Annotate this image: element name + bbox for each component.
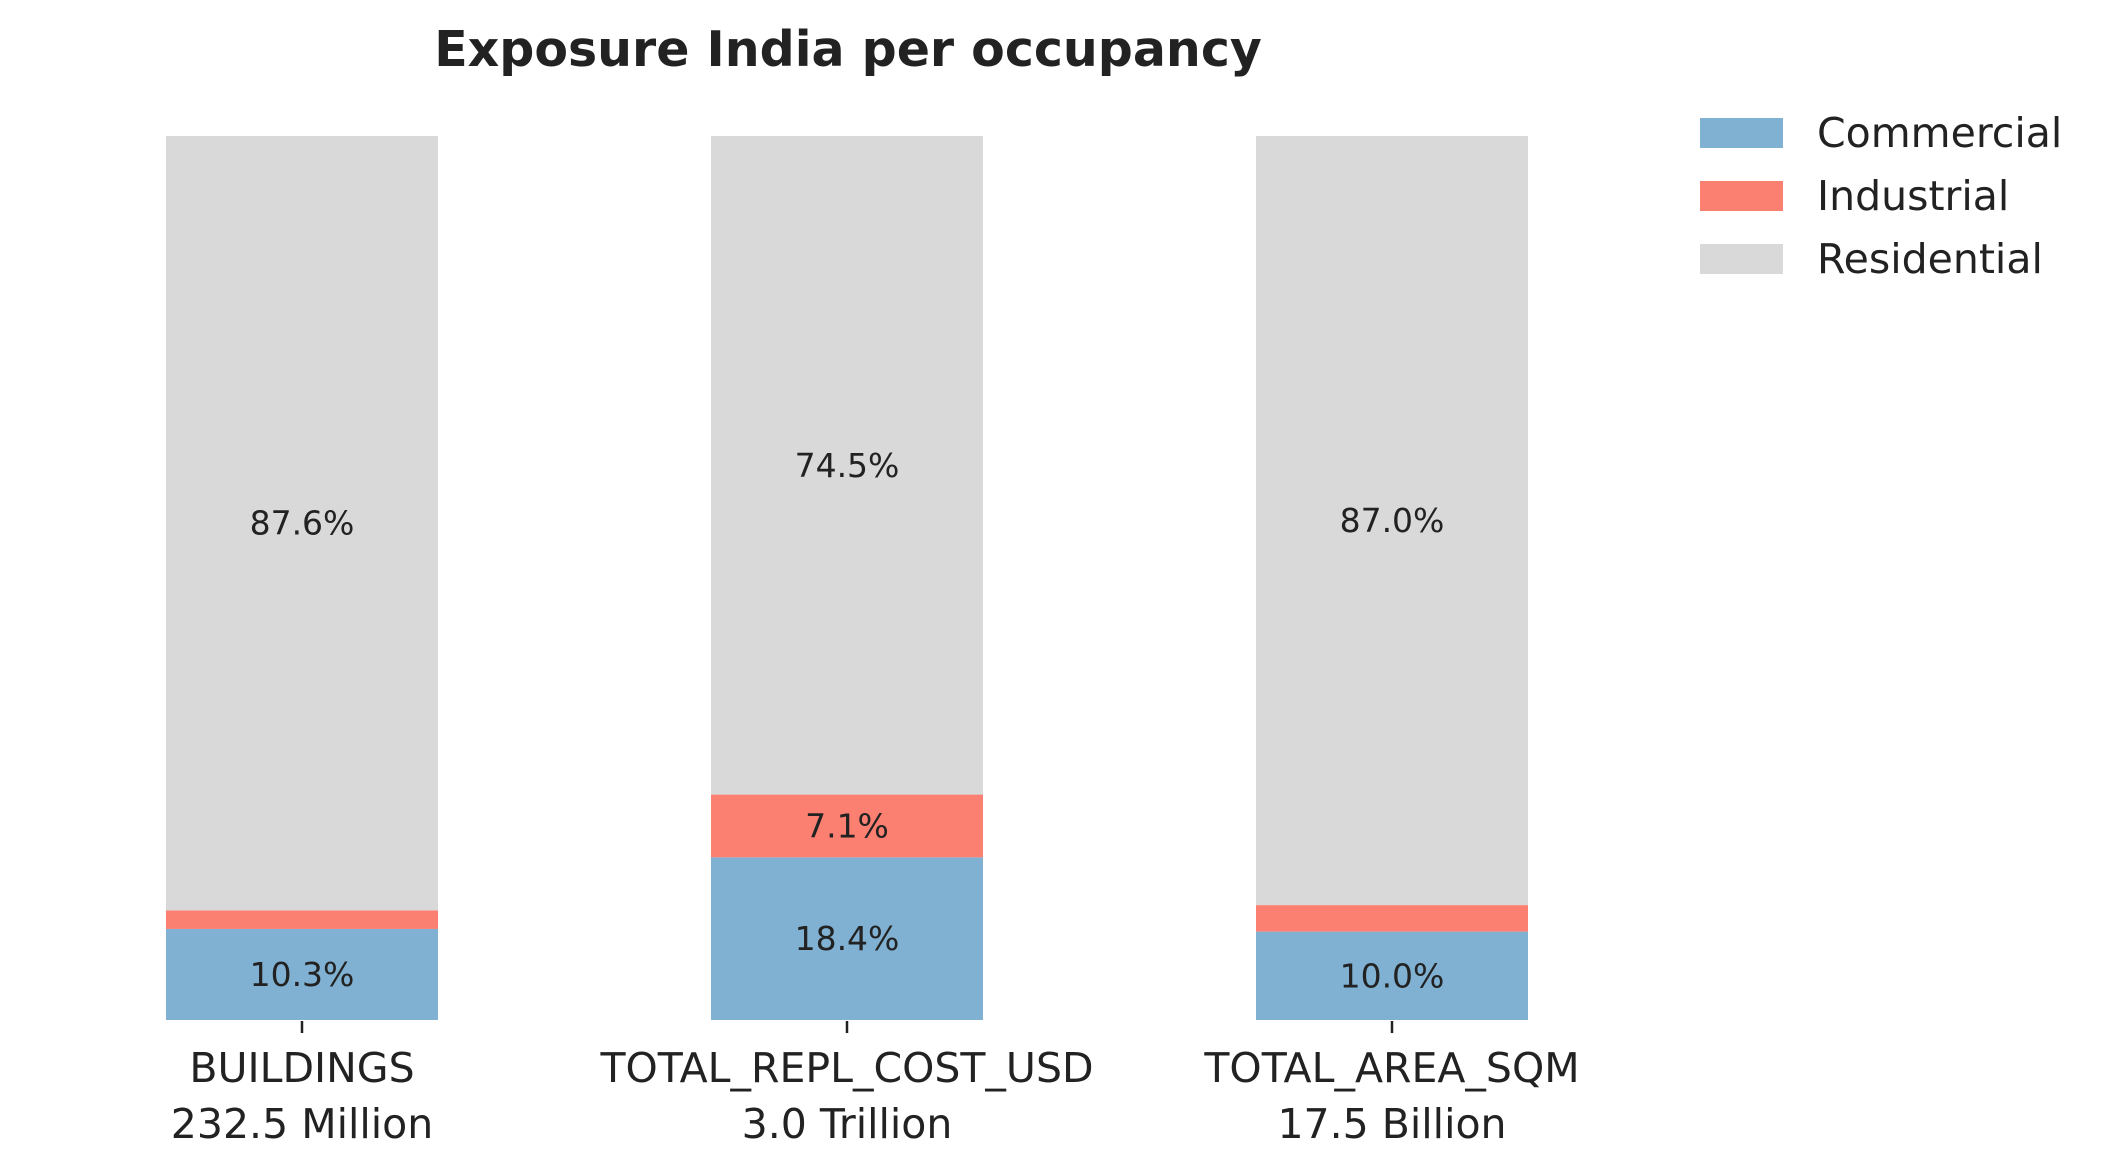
bar-total-area-sqm-industrial [1256, 905, 1528, 932]
bars-layer [166, 136, 1528, 1020]
bar-total-area-sqm-commercial [1256, 931, 1528, 1020]
x-tick-label-total-area-sqm: TOTAL_AREA_SQM [1203, 1044, 1579, 1092]
bar-buildings-residential [166, 136, 438, 911]
bar-total-area-sqm-residential [1256, 136, 1528, 906]
data-labels-layer: 10.3% 87.6% 18.4% 7.1% 74.5% 10.0% 87.0% [250, 446, 1445, 996]
legend-label-commercial: Commercial [1817, 109, 2062, 157]
bar-total-repl-cost-usd-industrial [711, 794, 983, 858]
x-tick-total-total-repl-cost-usd: 3.0 Trillion [742, 1100, 953, 1148]
bar-buildings-commercial [166, 928, 438, 1020]
x-axis: BUILDINGS 232.5 Million TOTAL_REPL_COST_US… [171, 1021, 1580, 1148]
legend-label-residential: Residential [1817, 235, 2043, 283]
chart-title: Exposure India per occupancy [434, 21, 1262, 78]
x-tick-label-total-repl-cost-usd: TOTAL_REPL_COST_USD [599, 1044, 1093, 1092]
legend: Commercial Industrial Residential [1700, 109, 2062, 283]
data-label-buildings-residential: 87.6% [250, 504, 355, 543]
bar-total-repl-cost-usd-commercial [711, 857, 983, 1020]
data-label-total-repl-cost-usd-industrial: 7.1% [805, 806, 889, 845]
data-label-total-repl-cost-usd-commercial: 18.4% [795, 919, 900, 958]
legend-swatch-industrial [1700, 181, 1783, 211]
data-label-total-repl-cost-usd-residential: 74.5% [795, 446, 900, 485]
data-label-buildings-commercial: 10.3% [250, 955, 355, 994]
x-tick-total-total-area-sqm: 17.5 Billion [1277, 1100, 1506, 1148]
x-tick-label-buildings: BUILDINGS [189, 1044, 414, 1092]
legend-swatch-residential [1700, 244, 1783, 274]
legend-swatch-commercial [1700, 118, 1783, 148]
data-label-total-area-sqm-commercial: 10.0% [1340, 956, 1445, 995]
bar-total-repl-cost-usd-residential [711, 136, 983, 795]
bar-buildings-industrial [166, 910, 438, 929]
data-label-total-area-sqm-residential: 87.0% [1340, 501, 1445, 540]
legend-label-industrial: Industrial [1817, 172, 2009, 220]
x-tick-total-buildings: 232.5 Million [171, 1100, 433, 1148]
